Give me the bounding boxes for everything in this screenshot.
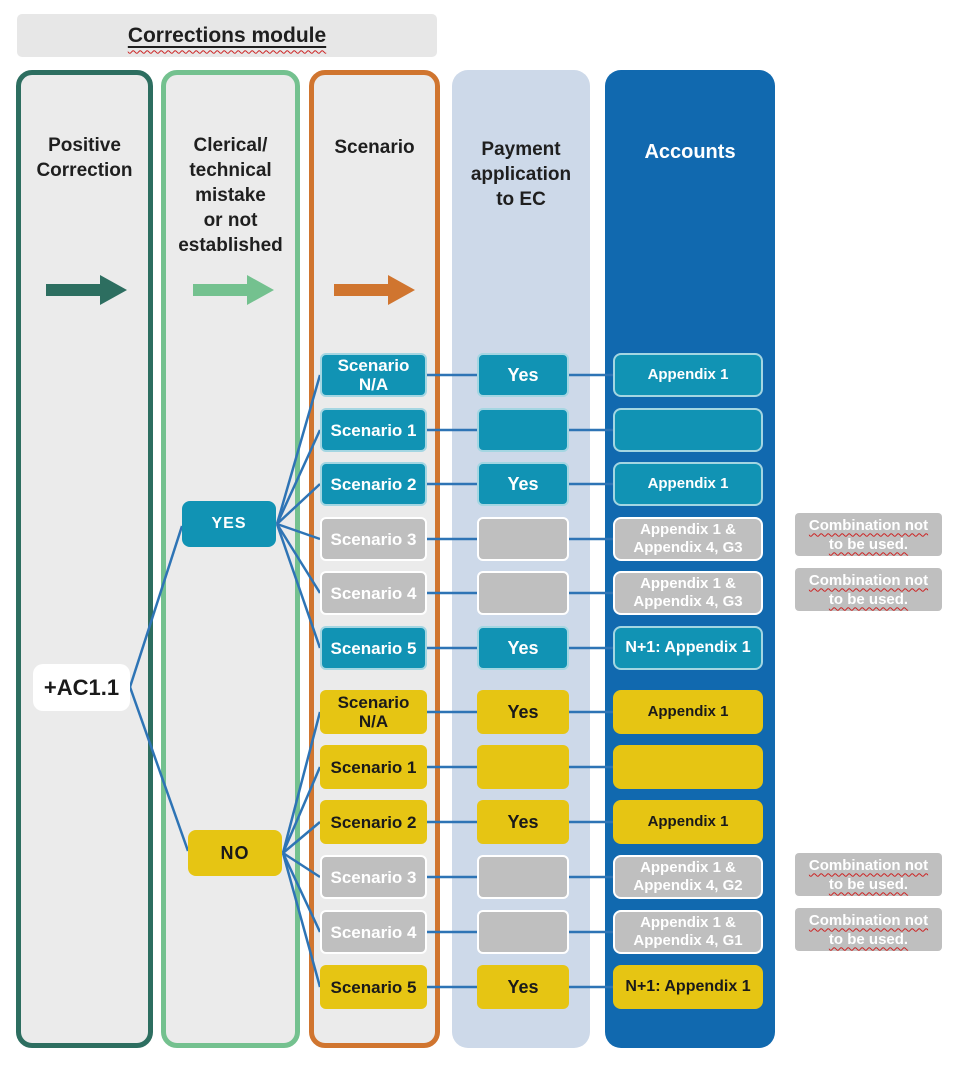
scenario-box: Scenario 2 <box>320 800 427 844</box>
correction-code-node: +AC1.1 <box>33 664 130 711</box>
note-box: Combination not to be used. <box>795 853 942 896</box>
scenario-box: Scenario 3 <box>320 855 427 899</box>
column-header-scenario: Scenario <box>334 137 415 158</box>
decision-yes-node: YES <box>182 501 276 547</box>
flow-arrow-green-icon <box>193 275 274 305</box>
note-box: Combination not to be used. <box>795 568 942 611</box>
scenario-box: Scenario 2 <box>320 462 427 506</box>
payment-box: Yes <box>477 690 569 734</box>
payment-box: Yes <box>477 800 569 844</box>
column-header-accounts: Accounts <box>644 141 736 163</box>
scenario-box: Scenario 4 <box>320 571 427 615</box>
account-box: Appendix 1 <box>613 800 763 844</box>
scenario-box: Scenario N/A <box>320 690 427 734</box>
scenario-box: Scenario 5 <box>320 626 427 670</box>
account-box: Appendix 1 & Appendix 4, G2 <box>613 855 763 899</box>
account-box: Appendix 1 & Appendix 4, G3 <box>613 517 763 561</box>
scenario-box: Scenario 3 <box>320 517 427 561</box>
payment-box <box>477 571 569 615</box>
column-header-clerical-mistake: Clerical/ technical mistake or not estab… <box>178 135 283 256</box>
account-box: Appendix 1 <box>613 690 763 734</box>
account-box <box>613 408 763 452</box>
payment-box <box>477 408 569 452</box>
account-box: Appendix 1 <box>613 353 763 397</box>
account-box: Appendix 1 & Appendix 4, G3 <box>613 571 763 615</box>
column-header-payment-application: Payment application to EC <box>470 139 572 210</box>
flow-arrow-orange-icon <box>334 275 415 305</box>
account-box: Appendix 1 <box>613 462 763 506</box>
account-box: N+1: Appendix 1 <box>613 965 763 1009</box>
scenario-box: Scenario 1 <box>320 745 427 789</box>
page-title-text: Corrections module <box>127 23 327 47</box>
note-box: Combination not to be used. <box>795 513 942 556</box>
scenario-box: Scenario 5 <box>320 965 427 1009</box>
scenario-box: Scenario N/A <box>320 353 427 397</box>
payment-box <box>477 855 569 899</box>
payment-box: Yes <box>477 626 569 670</box>
column-positive-correction <box>16 70 153 1048</box>
payment-box: Yes <box>477 353 569 397</box>
column-header-positive-correction: Positive Correction <box>36 135 133 181</box>
account-box <box>613 745 763 789</box>
flow-arrow-dark-teal-icon <box>46 275 127 305</box>
account-box: Appendix 1 & Appendix 4, G1 <box>613 910 763 954</box>
page-title: Corrections module <box>17 14 437 57</box>
payment-box: Yes <box>477 965 569 1009</box>
payment-box <box>477 910 569 954</box>
decision-no-node: NO <box>188 830 282 876</box>
scenario-box: Scenario 1 <box>320 408 427 452</box>
scenario-box: Scenario 4 <box>320 910 427 954</box>
payment-box <box>477 745 569 789</box>
payment-box <box>477 517 569 561</box>
note-box: Combination not to be used. <box>795 908 942 951</box>
payment-box: Yes <box>477 462 569 506</box>
account-box: N+1: Appendix 1 <box>613 626 763 670</box>
